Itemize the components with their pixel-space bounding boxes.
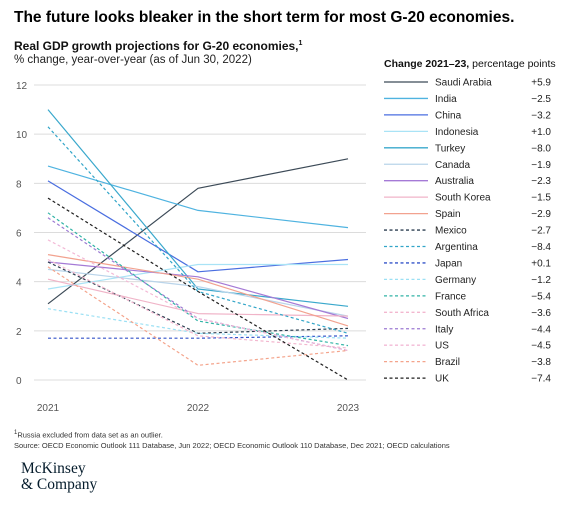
legend-label-india: India — [435, 94, 457, 105]
x-tick-label: 2022 — [187, 403, 210, 414]
logo-line-2: & Company — [21, 476, 98, 493]
legend-change-south-korea: −1.5 — [531, 193, 551, 204]
y-tick-label: 12 — [16, 81, 28, 92]
legend-label-argentina: Argentina — [435, 242, 478, 253]
footnote-text: Russia excluded from data set as an outl… — [17, 430, 163, 440]
legend-change-uk: −7.4 — [531, 374, 551, 385]
series-line-south-africa — [47, 258, 349, 349]
legend-change-us: −4.5 — [531, 341, 551, 352]
y-tick-label: 8 — [16, 179, 22, 190]
legend-label-france: France — [435, 291, 467, 302]
source-line: Source: OECD Economic Outlook 111 Databa… — [14, 440, 450, 450]
footnote-marker: 1 — [14, 430, 18, 436]
series-line-indonesia — [47, 263, 348, 290]
legend-change-south-africa: −3.6 — [531, 308, 551, 319]
legend-change-indonesia: +1.0 — [531, 127, 551, 138]
y-tick-label: 0 — [16, 376, 22, 387]
series-line-germany — [47, 308, 349, 339]
legend-title-rest: percentage points — [469, 58, 556, 70]
series-line-south-korea — [47, 278, 349, 317]
line-chart: 0 2 4 6 8 10 12 2021 2022 2023 Saudi Arabia +5.9 Ind… — [16, 78, 551, 415]
series-line-canada — [47, 268, 349, 317]
legend-label-mexico: Mexico — [435, 226, 467, 237]
series-line-saudi-arabia — [47, 158, 349, 305]
legend-label-south-africa: South Africa — [435, 308, 489, 319]
legend-label-australia: Australia — [435, 176, 474, 187]
series-line-us — [47, 239, 349, 352]
legend-change-turkey: −8.0 — [531, 143, 551, 154]
legend-label-us: US — [435, 341, 449, 352]
legend-title: Change 2021–23, percentage points — [384, 58, 556, 70]
chart-title: Real GDP growth projections for G-20 eco… — [14, 39, 302, 53]
legend-change-italy: −4.4 — [531, 324, 551, 335]
legend-change-argentina: −8.4 — [531, 242, 551, 253]
headline: The future looks bleaker in the short te… — [14, 9, 515, 26]
legend-label-brazil: Brazil — [435, 357, 460, 368]
legend-change-saudi-arabia: +5.9 — [531, 78, 551, 89]
legend-change-china: −3.2 — [531, 110, 551, 121]
mckinsey-logo: McKinsey & Company — [21, 461, 97, 493]
footnote-line-1: 1Russia excluded from data set as an out… — [14, 428, 450, 441]
legend-label-spain: Spain — [435, 209, 461, 220]
x-tick-label: 2023 — [337, 403, 360, 414]
legend-label-indonesia: Indonesia — [435, 127, 479, 138]
legend-change-brazil: −3.8 — [531, 357, 551, 368]
chart-title-text: Real GDP growth projections for G-20 eco… — [14, 39, 299, 53]
x-tick-label: 2021 — [37, 403, 60, 414]
series-line-japan — [48, 335, 349, 339]
y-tick-label: 6 — [16, 229, 22, 240]
legend-change-germany: −1.2 — [531, 275, 551, 286]
series-line-france — [47, 212, 349, 347]
legend-change-spain: −2.9 — [531, 209, 551, 220]
series-line-argentina — [47, 126, 349, 334]
series-line-spain — [47, 254, 349, 327]
legend-label-uk: UK — [435, 374, 449, 385]
legend-label-saudi-arabia: Saudi Arabia — [435, 78, 492, 89]
series-line-mexico — [47, 261, 349, 334]
y-tick-label: 4 — [16, 278, 22, 289]
series-line-uk — [47, 197, 349, 381]
legend-label-canada: Canada — [435, 160, 470, 171]
legend-label-south-korea: South Korea — [435, 193, 491, 204]
legend-change-japan: +0.1 — [531, 258, 551, 269]
series-line-china — [47, 180, 349, 273]
logo-line-1: McKinsey — [21, 460, 86, 477]
chart-subtitle: % change, year-over-year (as of Jun 30, … — [14, 54, 252, 66]
legend-change-canada: −1.9 — [531, 160, 551, 171]
legend-label-japan: Japan — [435, 258, 462, 269]
legend-label-italy: Italy — [435, 324, 453, 335]
legend-title-bold: Change 2021–23, — [384, 58, 470, 70]
legend-label-china: China — [435, 110, 462, 121]
y-tick-label: 2 — [16, 327, 22, 338]
footnote: 1Russia excluded from data set as an out… — [14, 428, 450, 451]
series-line-turkey — [47, 109, 349, 307]
chart-title-footnote-marker: 1 — [298, 40, 303, 47]
legend-change-mexico: −2.7 — [531, 226, 551, 237]
legend-label-germany: Germany — [435, 275, 476, 286]
y-tick-label: 10 — [16, 130, 28, 141]
legend-label-turkey: Turkey — [435, 143, 465, 154]
legend-change-india: −2.5 — [531, 94, 551, 105]
series-line-australia — [47, 261, 349, 320]
legend-change-france: −5.4 — [531, 291, 551, 302]
legend-change-australia: −2.3 — [531, 176, 551, 187]
